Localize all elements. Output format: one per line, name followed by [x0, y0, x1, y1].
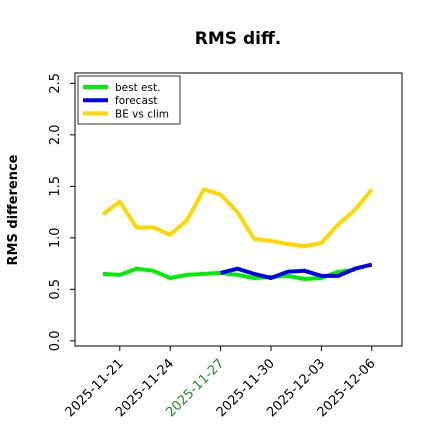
y-tick-label: 1.0	[48, 227, 63, 248]
y-tick-label: 0.5	[48, 279, 63, 300]
legend-label: best est.	[115, 82, 160, 94]
series-line-best-est-	[102, 266, 356, 281]
series-line-be-vs-clim	[101, 187, 374, 249]
plot-area	[74, 72, 403, 347]
y-tick-label: 1.5	[48, 176, 63, 197]
series-line-forecast	[220, 262, 373, 280]
y-tick-label: 2.0	[48, 124, 63, 145]
y-axis: 0.0 0.5 1.0 1.5 2.0 2.5	[48, 73, 75, 351]
y-axis-label: RMS difference	[6, 154, 21, 265]
y-tick-label: 0.0	[48, 331, 63, 352]
y-tick-label: 2.5	[48, 73, 63, 94]
legend-label: BE vs clim	[115, 108, 169, 120]
series-layer	[101, 187, 374, 281]
x-axis: 2025-11-212025-11-242025-11-272025-11-30…	[63, 346, 379, 420]
chart-title: RMS diff.	[195, 29, 281, 49]
legend-label: forecast	[115, 95, 157, 107]
